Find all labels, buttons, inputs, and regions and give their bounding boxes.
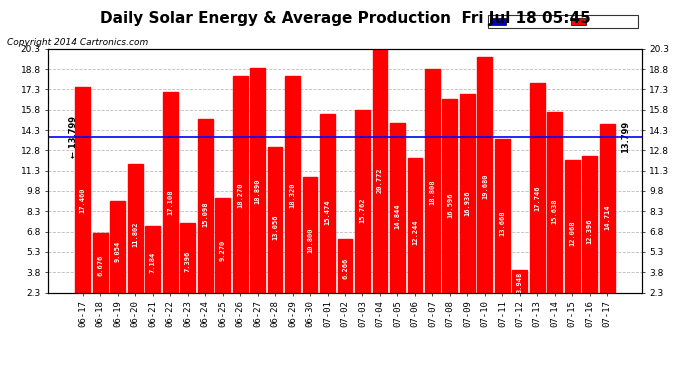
Bar <box>233 76 248 292</box>
Text: 18.270: 18.270 <box>237 182 243 208</box>
Legend: Average  (kWh), Daily  (kWh): Average (kWh), Daily (kWh) <box>488 15 638 28</box>
Text: 15.098: 15.098 <box>202 202 208 227</box>
Text: 13.668: 13.668 <box>500 210 505 236</box>
Bar <box>337 239 353 292</box>
Bar <box>163 92 177 292</box>
Text: 17.460: 17.460 <box>80 188 86 213</box>
Bar <box>303 177 317 292</box>
Bar <box>600 124 615 292</box>
Bar <box>180 224 195 292</box>
Bar <box>495 138 510 292</box>
Bar <box>268 147 282 292</box>
Bar <box>547 112 562 292</box>
Bar <box>355 110 370 292</box>
Bar <box>285 76 300 292</box>
Bar <box>460 94 475 292</box>
Text: 9.270: 9.270 <box>219 239 226 261</box>
Text: 7.184: 7.184 <box>150 252 156 273</box>
Bar <box>373 42 387 292</box>
Text: 17.746: 17.746 <box>534 186 540 211</box>
Bar <box>477 57 493 292</box>
Bar <box>110 201 125 292</box>
Text: 20.772: 20.772 <box>377 167 383 193</box>
Bar <box>530 83 545 292</box>
Text: 17.108: 17.108 <box>167 189 173 215</box>
Text: Copyright 2014 Cartronics.com: Copyright 2014 Cartronics.com <box>7 38 148 47</box>
Bar <box>92 233 108 292</box>
Bar <box>250 68 265 292</box>
Bar <box>128 164 143 292</box>
Bar <box>425 69 440 292</box>
Text: 14.714: 14.714 <box>604 204 610 230</box>
Text: 9.054: 9.054 <box>115 241 121 262</box>
Bar <box>513 270 527 292</box>
Text: ← 13.799: ← 13.799 <box>69 116 78 158</box>
Bar <box>145 226 160 292</box>
Text: 15.474: 15.474 <box>324 200 331 225</box>
Bar <box>390 123 405 292</box>
Text: 3.948: 3.948 <box>517 272 523 293</box>
Text: 7.396: 7.396 <box>185 251 190 272</box>
Bar <box>442 99 457 292</box>
Bar <box>408 158 422 292</box>
Text: 18.890: 18.890 <box>255 178 261 204</box>
Bar <box>215 198 230 292</box>
Text: 12.068: 12.068 <box>569 220 575 246</box>
Text: 13.799: 13.799 <box>621 121 630 153</box>
Text: 14.844: 14.844 <box>395 203 400 229</box>
Text: 10.800: 10.800 <box>307 228 313 254</box>
Bar <box>565 160 580 292</box>
Text: 13.056: 13.056 <box>272 214 278 240</box>
Bar <box>320 114 335 292</box>
Text: 16.596: 16.596 <box>447 193 453 218</box>
Bar <box>582 156 598 292</box>
Bar <box>197 119 213 292</box>
Bar <box>75 87 90 292</box>
Text: 12.244: 12.244 <box>412 219 418 245</box>
Text: 12.396: 12.396 <box>586 218 593 244</box>
Text: 16.936: 16.936 <box>464 190 471 216</box>
Text: 15.762: 15.762 <box>359 198 366 223</box>
Text: 18.808: 18.808 <box>429 179 435 205</box>
Text: 6.266: 6.266 <box>342 258 348 279</box>
Text: Daily Solar Energy & Average Production  Fri Jul 18 05:45: Daily Solar Energy & Average Production … <box>99 11 591 26</box>
Text: 18.320: 18.320 <box>290 182 295 208</box>
Text: 15.638: 15.638 <box>552 198 558 224</box>
Text: 11.802: 11.802 <box>132 222 138 248</box>
Text: 6.676: 6.676 <box>97 255 104 276</box>
Text: 19.680: 19.680 <box>482 174 488 200</box>
